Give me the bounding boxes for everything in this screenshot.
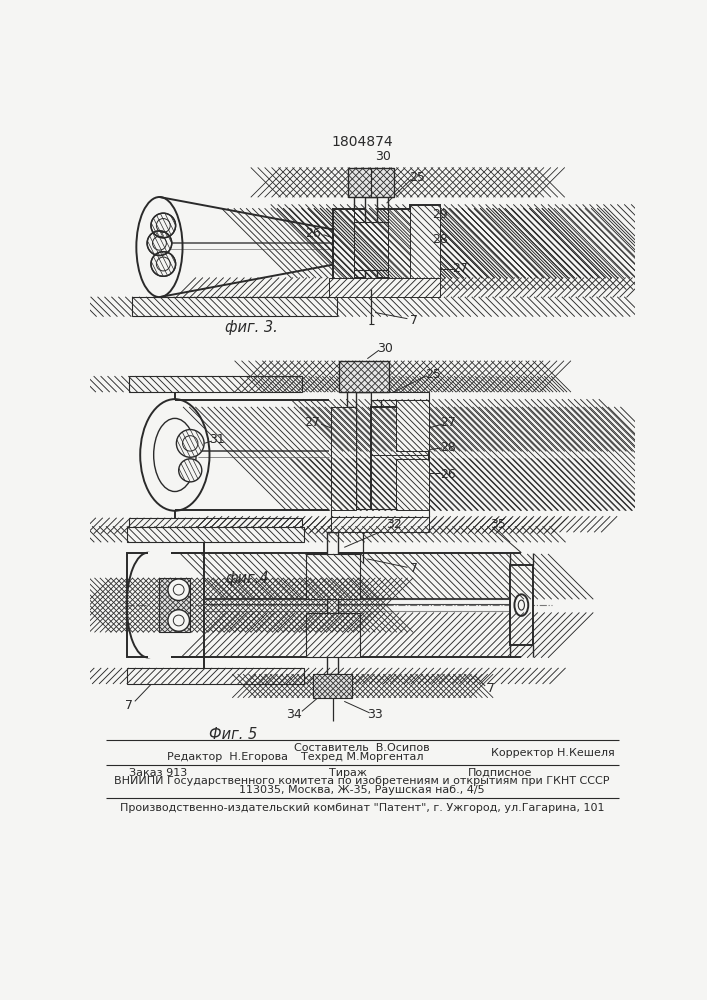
Bar — [371, 392, 429, 400]
Text: Редактор  Н.Егорова: Редактор Н.Егорова — [167, 752, 288, 762]
Bar — [127, 553, 204, 657]
Text: 28: 28 — [433, 233, 448, 246]
Text: 7: 7 — [486, 682, 494, 695]
Bar — [339, 361, 389, 392]
Text: 1804874: 1804874 — [331, 135, 393, 149]
Text: Корректор Н.Кешеля: Корректор Н.Кешеля — [491, 748, 614, 758]
Text: 28: 28 — [440, 441, 456, 454]
Text: Фиг. 5: Фиг. 5 — [209, 727, 258, 742]
Text: 34: 34 — [286, 708, 302, 721]
Text: 30: 30 — [377, 342, 393, 355]
Text: 32: 32 — [387, 518, 402, 531]
Bar — [127, 668, 304, 684]
Bar — [365, 197, 378, 289]
Text: Заказ 913: Заказ 913 — [129, 768, 187, 778]
Text: Составитель  В.Осипов: Составитель В.Осипов — [294, 743, 430, 753]
Bar — [388, 209, 409, 278]
Circle shape — [173, 615, 184, 626]
Text: 31: 31 — [209, 433, 225, 446]
Bar — [141, 399, 175, 510]
Text: 27: 27 — [304, 416, 320, 429]
Text: 29: 29 — [433, 208, 448, 221]
Bar — [371, 407, 429, 510]
Bar — [333, 209, 354, 278]
Text: 25: 25 — [425, 368, 440, 381]
Text: Техред М.Моргентал: Техред М.Моргентал — [300, 752, 423, 762]
Bar — [348, 168, 395, 197]
Text: фиг. 3.: фиг. 3. — [225, 320, 278, 335]
Bar — [346, 390, 381, 407]
Bar — [409, 205, 440, 289]
Bar — [396, 459, 429, 510]
Circle shape — [182, 436, 198, 451]
Bar — [327, 532, 338, 674]
Text: 7: 7 — [124, 699, 133, 712]
Bar — [305, 554, 360, 599]
Bar — [354, 196, 388, 210]
Text: Производственно-издательский комбинат "Патент", г. Ужгород, ул.Гагарина, 101: Производственно-издательский комбинат "П… — [119, 803, 604, 813]
Text: 27: 27 — [440, 416, 456, 429]
Text: фиг.4: фиг.4 — [225, 571, 269, 586]
Bar — [148, 552, 171, 658]
Text: 30: 30 — [375, 150, 391, 163]
Bar — [396, 400, 429, 451]
Text: 7: 7 — [409, 562, 418, 575]
Bar — [129, 518, 302, 533]
Bar — [331, 517, 429, 532]
Bar — [127, 527, 304, 542]
Circle shape — [151, 213, 175, 238]
Text: 25: 25 — [409, 171, 426, 184]
Bar — [160, 578, 190, 632]
Text: 26: 26 — [440, 468, 456, 481]
Circle shape — [168, 610, 189, 631]
Text: 26: 26 — [305, 227, 321, 240]
Bar — [132, 297, 337, 316]
Bar — [331, 509, 429, 517]
Circle shape — [173, 584, 184, 595]
Text: Подписное: Подписное — [467, 768, 532, 778]
Bar — [409, 205, 440, 289]
Bar — [313, 674, 352, 698]
Text: 7: 7 — [409, 314, 418, 327]
Bar — [510, 565, 533, 645]
Circle shape — [179, 459, 201, 482]
Bar — [333, 209, 409, 278]
Text: 113035, Москва, Ж-35, Раушская наб., 4/5: 113035, Москва, Ж-35, Раушская наб., 4/5 — [239, 785, 485, 795]
Circle shape — [168, 579, 189, 600]
Circle shape — [151, 252, 175, 276]
Bar — [356, 392, 371, 517]
Bar — [344, 222, 398, 270]
Text: 33: 33 — [367, 708, 383, 721]
Text: 35: 35 — [491, 518, 506, 531]
Text: 27: 27 — [452, 262, 467, 275]
Circle shape — [176, 430, 204, 457]
Text: ВНИИПИ Государственного комитета по изобретениям и открытиям при ГКНТ СССР: ВНИИПИ Государственного комитета по изоб… — [115, 776, 609, 786]
Text: Тираж: Тираж — [329, 768, 367, 778]
Circle shape — [147, 231, 172, 256]
Bar — [331, 407, 356, 510]
Bar — [305, 613, 360, 657]
Bar — [129, 376, 302, 392]
Bar — [329, 278, 440, 297]
